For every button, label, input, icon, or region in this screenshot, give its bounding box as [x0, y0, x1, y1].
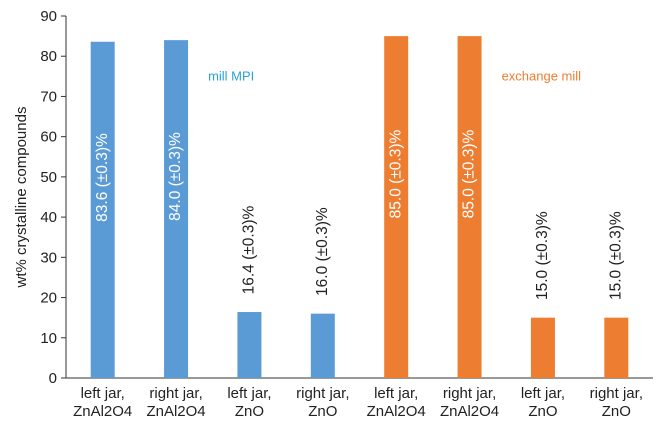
category-label: ZnAl2O4	[73, 403, 132, 420]
y-tick-label: 70	[40, 88, 57, 105]
data-label: 85.0 (±0.3)%	[387, 129, 404, 218]
y-tick-label: 50	[40, 169, 57, 186]
data-label: 83.6 (±0.3)%	[94, 133, 111, 222]
category-label: left jar,	[374, 385, 418, 402]
bar	[604, 317, 629, 378]
annotations: mill MPI exchange mill	[208, 68, 581, 83]
category-label: ZnAl2O4	[440, 403, 499, 420]
data-label: 16.0 (±0.3)%	[314, 207, 331, 296]
bars	[90, 36, 629, 379]
category-label: right jar,	[149, 385, 202, 402]
y-tick-label: 30	[40, 249, 57, 266]
category-label: ZnO	[528, 403, 557, 420]
y-tick-label: 20	[40, 290, 57, 307]
category-label: left jar,	[81, 385, 125, 402]
y-tick-label: 90	[40, 8, 57, 25]
bar	[164, 40, 189, 379]
y-tick-label: 40	[40, 209, 57, 226]
bar	[457, 36, 482, 378]
category-label: left jar,	[521, 385, 565, 402]
bar	[530, 317, 555, 378]
bar	[90, 41, 115, 379]
y-tick-label: 80	[40, 48, 57, 65]
y-axis-title: wt% crystalline compounds	[13, 107, 30, 289]
data-label: 16.4 (±0.3)%	[241, 206, 258, 295]
category-label: ZnAl2O4	[146, 403, 205, 420]
y-tick-label: 60	[40, 129, 57, 146]
bar	[384, 36, 409, 378]
bar	[310, 313, 335, 378]
group-annotation: mill MPI	[208, 68, 254, 83]
data-labels: 83.6 (±0.3)% 84.0 (±0.3)% 16.4 (±0.3)% 16.0…	[94, 129, 625, 299]
category-label: ZnO	[602, 403, 631, 420]
category-label: right jar,	[590, 385, 643, 402]
y-tick-label: 0	[49, 370, 57, 387]
category-label: left jar,	[227, 385, 271, 402]
data-label: 84.0 (±0.3)%	[167, 132, 184, 221]
y-tick-label: 10	[40, 330, 57, 347]
data-label: 15.0 (±0.3)%	[534, 211, 551, 300]
y-axis: 0 10 20 30 40 50 60 70 80 90	[40, 8, 653, 387]
group-annotation: exchange mill	[502, 68, 582, 83]
category-label: ZnO	[308, 403, 337, 420]
category-label: ZnAl2O4	[367, 403, 426, 420]
data-label: 85.0 (±0.3)%	[461, 129, 478, 218]
category-label: right jar,	[296, 385, 349, 402]
category-label: ZnO	[235, 403, 264, 420]
data-label: 15.0 (±0.3)%	[607, 211, 624, 300]
bar	[237, 312, 262, 378]
category-label: right jar,	[443, 385, 496, 402]
